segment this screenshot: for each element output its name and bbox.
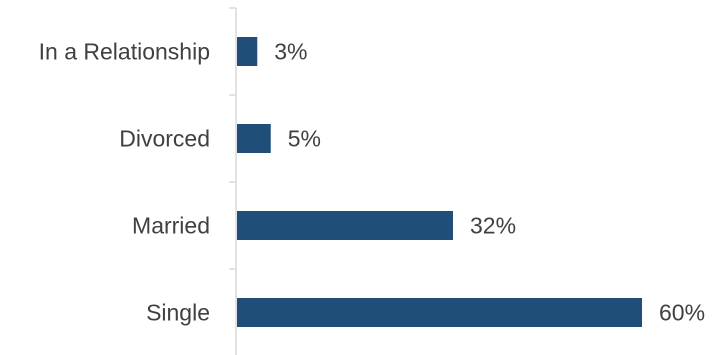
value-labels: 3% 5% 32% 60% <box>274 39 705 326</box>
category-labels: In a Relationship Divorced Married Single <box>39 39 210 326</box>
value-label: 32% <box>470 213 516 239</box>
bar-divorced <box>237 124 271 153</box>
category-label: In a Relationship <box>39 39 210 65</box>
value-label: 5% <box>288 126 321 152</box>
bar-in-a-relationship <box>237 37 258 66</box>
value-label: 60% <box>659 300 705 326</box>
bars <box>237 37 642 327</box>
value-label: 3% <box>274 39 307 65</box>
category-label: Divorced <box>119 126 210 152</box>
bar-married <box>237 211 453 240</box>
bar-single <box>237 298 642 327</box>
category-label: Married <box>132 213 210 239</box>
category-axis <box>229 7 237 355</box>
category-label: Single <box>146 300 210 326</box>
